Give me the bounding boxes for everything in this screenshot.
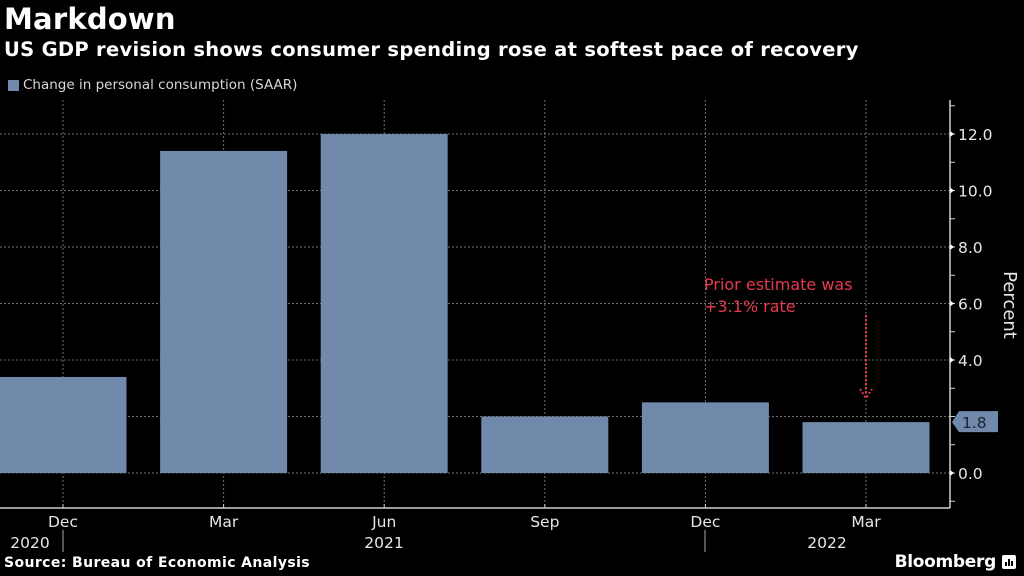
- x-tick-labels: Dec Mar Jun Sep Dec Mar 2020 2021 2022: [10, 513, 881, 552]
- last-value-tag: [952, 411, 998, 433]
- y-axis-label: Percent: [999, 271, 1020, 339]
- bar-mar-2021: [160, 150, 288, 473]
- annotation-line-1: Prior estimate was: [704, 275, 853, 294]
- bloomberg-chart-icon: [1002, 555, 1016, 569]
- annotation-line-2: +3.1% rate: [704, 297, 796, 316]
- bar-sep-2021: [481, 416, 609, 473]
- y-tick-label: 12.0: [958, 126, 993, 144]
- y-tick-label: 10.0: [958, 183, 993, 201]
- x-tick-label: Jun: [371, 513, 396, 531]
- y-tick-label: 4.0: [958, 352, 983, 370]
- x-year-label: 2022: [807, 534, 846, 552]
- legend-label: Change in personal consumption (SAAR): [23, 77, 298, 93]
- bar-mar-2022: [802, 422, 930, 473]
- chart-title: Markdown: [4, 2, 176, 36]
- y-tick-marker: [950, 187, 954, 194]
- legend-swatch: [8, 79, 19, 91]
- x-tick-label: Dec: [690, 513, 720, 531]
- y-tick-label: 8.0: [958, 239, 983, 257]
- y-tick-marker: [950, 357, 954, 363]
- x-tick-label: Mar: [209, 513, 239, 531]
- bloomberg-logo: Bloomberg: [894, 552, 997, 572]
- source-note: Source: Bureau of Economic Analysis: [4, 555, 311, 571]
- last-value-label: 1.8: [952, 411, 998, 433]
- bar-dec-2020: [0, 376, 127, 473]
- y-tick-label: 0.0: [958, 465, 983, 483]
- x-year-label: 2021: [364, 534, 403, 552]
- y-tick-marker: [950, 300, 954, 307]
- y-tick-labels: 0.0 4.0 6.0 8.0 10.0 12.0: [950, 126, 993, 483]
- x-tick-label: Dec: [48, 513, 78, 531]
- y-tick-marker: [950, 470, 954, 476]
- x-year-label: 2020: [10, 534, 49, 552]
- x-tick-label: Mar: [851, 513, 881, 531]
- chart-subtitle: US GDP revision shows consumer spending …: [4, 38, 859, 61]
- annotation: Prior estimate was +3.1% rate: [704, 275, 873, 400]
- y-tick-marker: [950, 131, 954, 137]
- bars: [0, 134, 930, 473]
- last-value-text: 1.8: [962, 414, 987, 432]
- legend: Change in personal consumption (SAAR): [8, 77, 297, 93]
- y-tick-marker: [950, 244, 954, 250]
- bar-jun-2021: [320, 134, 448, 473]
- bar-dec-2021: [641, 402, 769, 473]
- y-tick-label: 6.0: [958, 296, 983, 314]
- x-tick-label: Sep: [530, 513, 559, 531]
